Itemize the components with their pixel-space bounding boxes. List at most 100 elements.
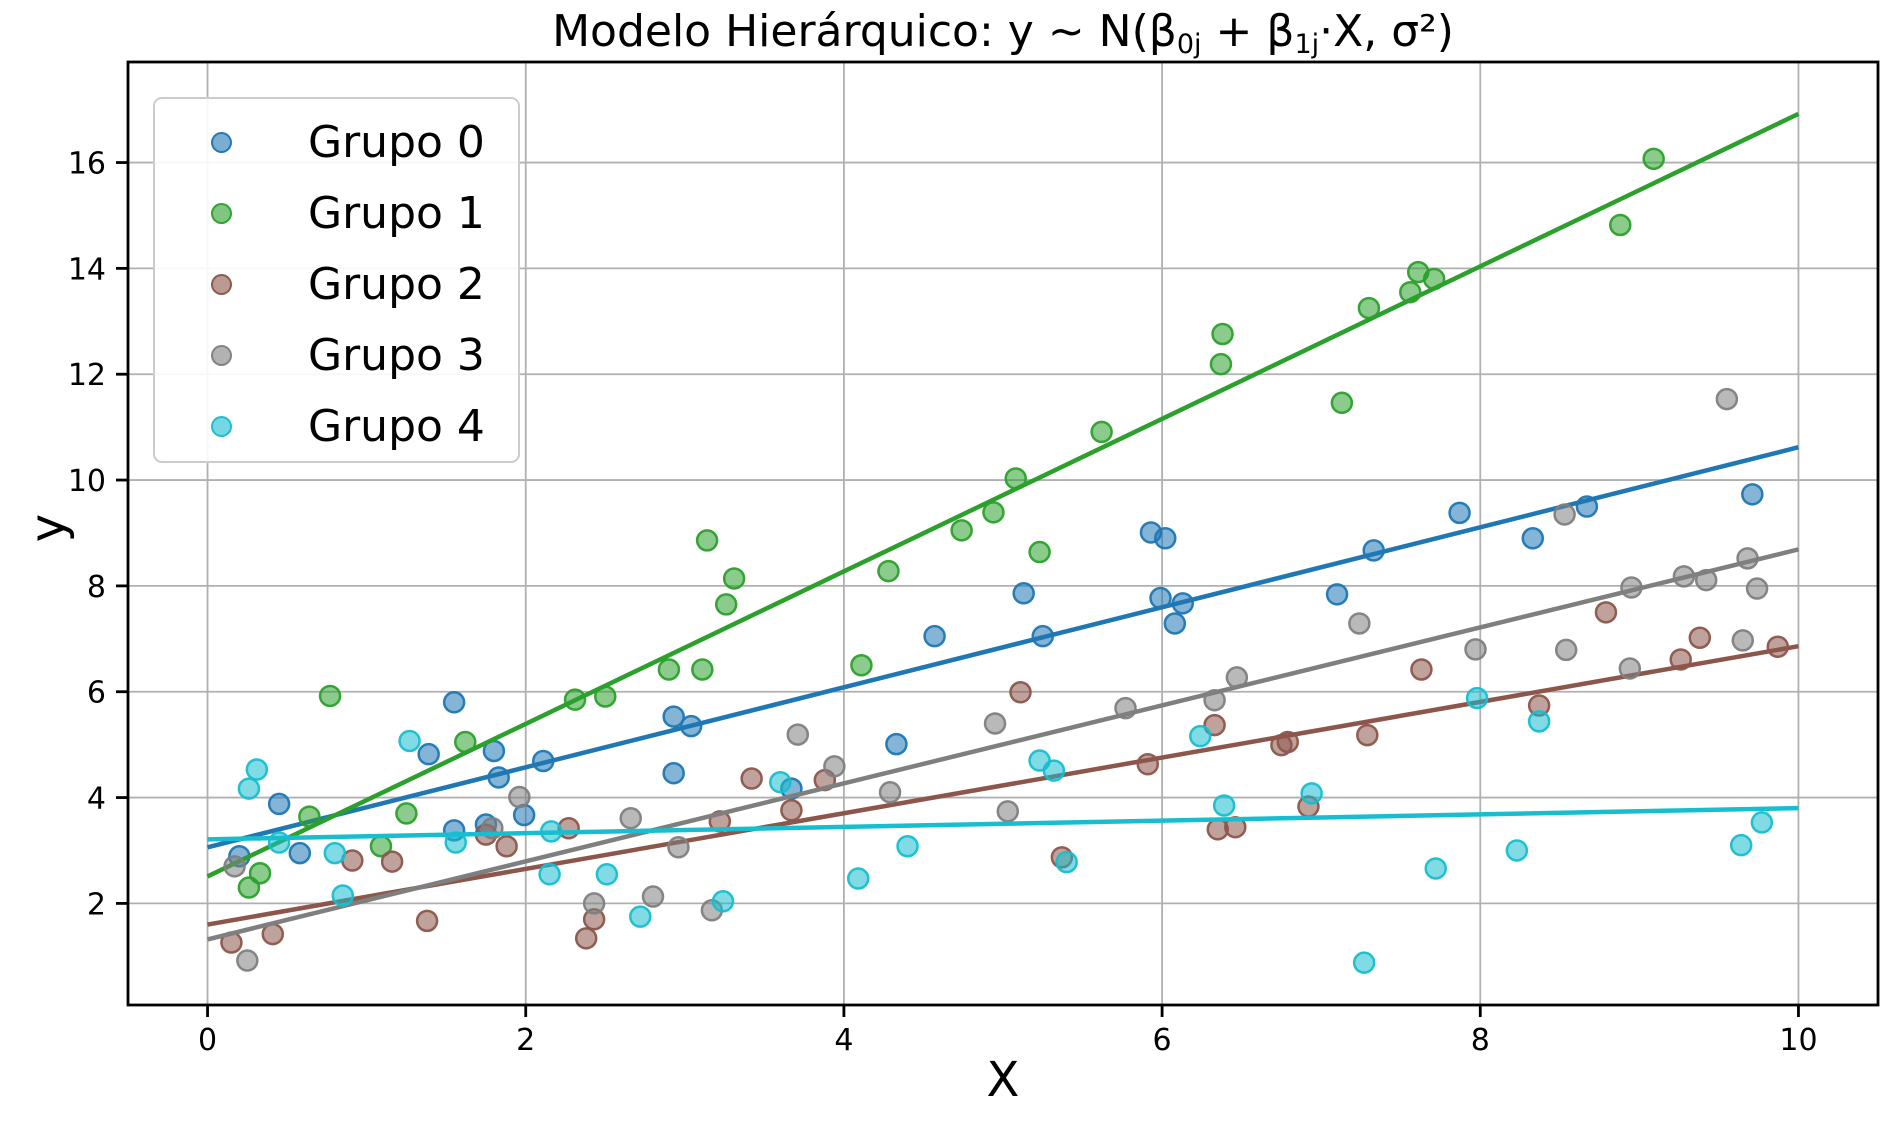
scatter-point-grupo-0-12 [662,761,685,785]
scatter-point-grupo-3-28 [1745,577,1769,600]
legend-marker-icon [211,345,232,366]
y-tick-label-1: 4 [87,782,106,817]
scatter-point-grupo-0-27 [1521,527,1545,550]
chart-title: Modelo Hierárquico: y ~ N(β0j + β1j·X, σ… [128,6,1878,60]
scatter-point-grupo-4-11 [711,890,735,913]
scatter-point-grupo-3-21 [1618,657,1642,680]
scatter-point-grupo-0-11 [662,705,685,728]
y-tick-label-0: 2 [87,887,106,922]
scatter-point-grupo-1-16 [950,519,973,542]
series-grupo-2 [207,601,1799,954]
scatter-point-grupo-2-11 [740,767,763,790]
scatter-point-grupo-4-23 [1465,686,1489,710]
scatter-point-grupo-1-20 [1090,420,1113,444]
series-grupo-3 [207,387,1799,972]
legend-label: Grupo 4 [308,401,485,452]
scatter-point-grupo-3-10 [823,755,846,778]
scatter-point-grupo-1-10 [691,658,714,681]
regression-line-grupo-2 [207,643,1799,927]
y-tick-label-3: 8 [87,570,106,605]
scatter-point-grupo-4-3 [323,841,347,865]
legend-marker-icon [211,416,232,437]
scatter-point-grupo-0-29 [1741,483,1764,506]
scatter-point-grupo-4-20 [1300,782,1323,805]
scatter-point-grupo-0-26 [1448,501,1471,525]
scatter-point-grupo-0-24 [1325,583,1349,606]
scatter-point-grupo-1-5 [395,802,418,825]
scatter-point-grupo-2-28 [1688,626,1712,649]
legend-label: Grupo 1 [308,188,485,239]
scatter-point-grupo-3-3 [508,785,531,809]
scatter-point-grupo-4-10 [629,905,652,928]
legend-label: Grupo 3 [308,330,485,381]
y-tick-label-7: 16 [68,147,106,182]
scatter-point-grupo-0-17 [1012,582,1035,605]
legend-item-grupo-1: Grupo 1 [155,178,518,249]
scatter-point-grupo-0-22 [1163,612,1187,635]
scatter-point-grupo-2-8 [574,927,598,950]
series-grupo-4 [207,686,1799,974]
x-tick-label-0: 0 [198,1023,217,1058]
axes-spines [126,60,1880,1007]
scatter-point-grupo-4-24 [1505,839,1529,862]
scatter-point-grupo-4-17 [1055,850,1078,874]
legend-marker-icon [211,203,232,224]
legend-marker-icon [211,132,232,153]
legend-item-grupo-3: Grupo 3 [155,320,518,391]
scatter-point-grupo-4-27 [1750,811,1774,834]
y-axis-label: y [20,513,76,543]
title-segment-3: 1j [1294,29,1320,60]
regression-line-grupo-3 [207,547,1799,942]
scatter-point-grupo-3-6 [641,885,665,908]
regression-line-grupo-0 [206,445,1800,850]
scatter-point-grupo-0-3 [417,742,440,766]
scatter-point-grupo-2-6 [495,834,518,858]
title-segment-2: + β [1201,6,1295,57]
scatter-point-grupo-3-0 [223,855,246,878]
x-tick-label-2: 4 [834,1023,853,1058]
scatter-point-grupo-0-1 [267,792,291,816]
scatter-point-grupo-4-2 [267,831,291,854]
scatter-point-grupo-3-4 [582,892,606,915]
scatter-point-grupo-0-15 [885,732,908,756]
scatter-point-grupo-1-17 [982,501,1005,524]
scatter-point-grupo-4-7 [538,863,561,886]
legend-item-grupo-0: Grupo 0 [155,107,518,178]
legend-marker-icon [211,274,232,295]
legend-label: Grupo 2 [308,259,485,310]
scatter-point-grupo-2-23 [1356,723,1379,747]
scatter-point-grupo-1-3 [318,684,342,708]
scatter-point-grupo-2-4 [415,909,439,933]
scatter-point-grupo-3-9 [786,723,810,746]
scatter-point-grupo-1-28 [1609,213,1632,237]
title-segment-4: ·X, σ²) [1319,6,1454,57]
scatter-point-grupo-4-25 [1527,710,1551,733]
scatter-point-grupo-2-24 [1410,658,1433,681]
scatter-point-grupo-3-19 [1553,503,1576,526]
scatter-point-grupo-4-19 [1212,794,1236,817]
scatter-point-grupo-4-4 [331,884,355,907]
scatter-point-grupo-1-29 [1642,147,1665,171]
scatter-point-grupo-1-14 [850,654,873,677]
scatter-point-grupo-4-9 [595,863,619,886]
scatter-point-grupo-1-21 [1209,352,1233,376]
scatter-point-grupo-4-16 [1042,759,1066,782]
scatter-point-grupo-3-17 [1348,612,1371,635]
regression-line-grupo-1 [206,111,1800,879]
scatter-point-grupo-0-21 [1154,527,1177,550]
scatter-point-grupo-4-22 [1424,857,1447,880]
legend-label: Grupo 0 [308,117,485,168]
scatter-point-grupo-1-12 [714,593,738,616]
series-grupo-0 [206,445,1800,868]
scatter-point-grupo-1-11 [695,529,719,552]
x-tick-label-5: 10 [1779,1023,1817,1058]
scatter-point-grupo-1-15 [877,559,900,583]
scatter-point-grupo-3-11 [878,781,902,804]
scatter-point-grupo-2-26 [1594,601,1618,624]
scatter-point-grupo-0-2 [288,841,312,865]
scatter-point-grupo-1-23 [1330,391,1354,415]
y-tick-label-2: 6 [87,676,106,711]
scatter-point-grupo-4-18 [1189,724,1212,748]
series-grupo-1 [206,111,1800,899]
